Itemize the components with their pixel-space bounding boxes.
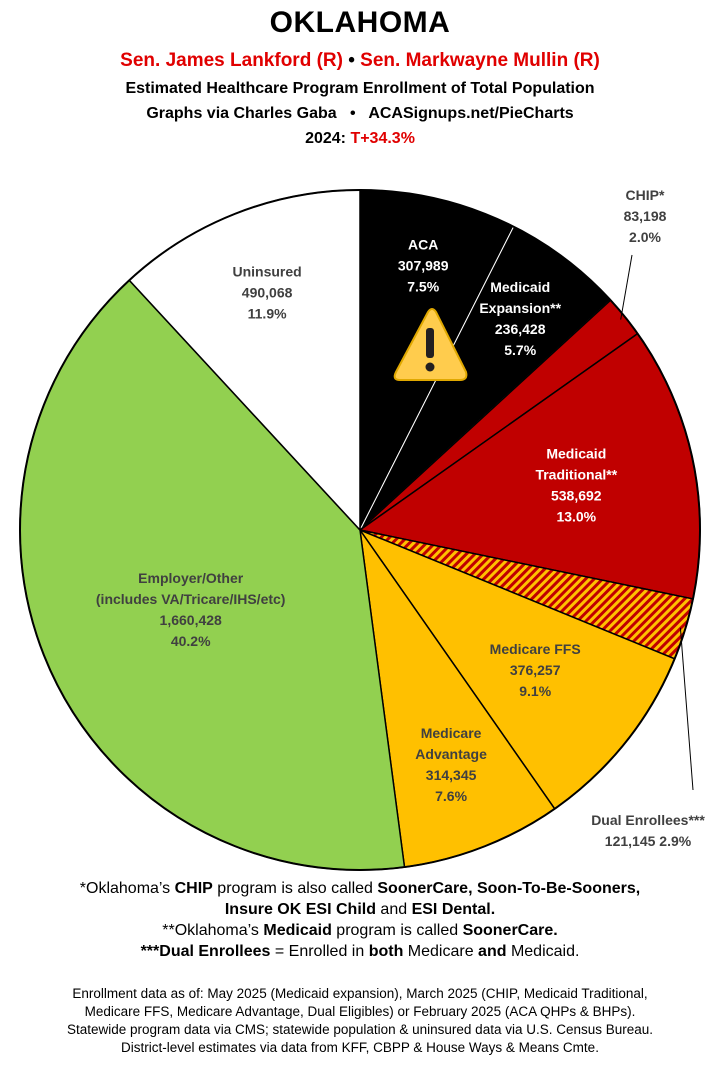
slice-label-medicaid-traditional: Medicaid — [546, 445, 606, 461]
pie-slices — [19, 189, 701, 871]
page-title: OKLAHOMA — [269, 6, 451, 39]
slice-label-medicare-ffs: 376,257 — [510, 662, 561, 678]
slice-label-aca: 7.5% — [407, 278, 439, 294]
margin-label: 2024: — [305, 130, 346, 147]
footnote-text: ESI Dental. — [411, 901, 496, 918]
footnotes: *Oklahoma’s CHIP program is also called … — [0, 878, 720, 962]
source-notes: Enrollment data as of: May 2025 (Medicai… — [0, 985, 720, 1057]
slice-label-dual-enrollees: Dual Enrollees*** — [591, 812, 705, 828]
footnote-text: ***Dual Enrollees — [140, 943, 271, 960]
slice-label-medicaid-traditional: 538,692 — [551, 487, 602, 503]
slice-label-chip: 83,198 — [624, 208, 667, 224]
slice-label-medicare-advantage: 314,345 — [426, 767, 477, 783]
slice-label-medicare-ffs: 9.1% — [519, 683, 551, 699]
footnote-chip: *Oklahoma’s CHIP program is also called … — [0, 878, 720, 899]
slice-label-medicaid-expansion: 236,428 — [495, 321, 546, 337]
slice-label-dual-enrollees: 121,145 2.9% — [605, 833, 692, 849]
footnote-medicaid: **Oklahoma’s Medicaid program is called … — [0, 920, 720, 941]
margin-value: T+34.3% — [350, 130, 415, 147]
slice-label-aca: 307,989 — [398, 257, 449, 273]
chart-credit: Graphs via Charles Gaba • ACASignups.net… — [146, 105, 574, 122]
slice-label-medicare-advantage: Advantage — [415, 746, 487, 762]
slice-label-employer-other-includes-va-tricare-ihs-etc: Employer/Other — [138, 570, 244, 586]
footnote-text: Insure OK ESI Child — [224, 901, 376, 918]
chart-subtitle: Estimated Healthcare Program Enrollment … — [125, 80, 595, 97]
footnote-chip-cont: Insure OK ESI Child and ESI Dental. — [0, 899, 720, 920]
slice-label-chip: 2.0% — [629, 229, 661, 245]
footnote-text: Medicaid — [263, 922, 332, 939]
footnote-text: *Oklahoma’s — [79, 880, 175, 897]
source-line: Enrollment data as of: May 2025 (Medicai… — [72, 986, 648, 1001]
slice-label-medicaid-traditional: Traditional** — [535, 466, 617, 482]
election-margin: 2024: T+34.3% — [0, 130, 720, 148]
senators-line: Sen. James Lankford (R) • Sen. Markwayne… — [0, 50, 720, 72]
slice-label-medicare-ffs: Medicare FFS — [490, 641, 581, 657]
slice-label-medicaid-traditional: 13.0% — [556, 508, 596, 524]
senator-separator: • — [348, 50, 355, 71]
pie-labels: ACA 307,989 7.5% Medicaid Expansion** 236,428… — [96, 187, 705, 849]
source-line: Medicare FFS, Medicare Advantage, Dual E… — [84, 1004, 636, 1019]
slice-label-medicaid-expansion: Expansion** — [479, 300, 561, 316]
senator-2: Sen. Markwayne Mullin (R) — [360, 50, 600, 71]
slice-label-medicaid-expansion: 5.7% — [504, 342, 536, 358]
footnote-text: **Oklahoma’s — [162, 922, 264, 939]
footnote-text: and — [375, 901, 412, 918]
footnote-dual: ***Dual Enrollees = Enrolled in both Med… — [0, 941, 720, 962]
slice-label-uninsured: 490,068 — [242, 285, 293, 301]
slice-label-employer-other-includes-va-tricare-ihs-etc: 40.2% — [171, 633, 211, 649]
callout-line — [679, 627, 694, 791]
slice-label-aca: ACA — [408, 236, 438, 252]
footnote-text: Medicare — [403, 943, 479, 960]
footnote-text: CHIP — [174, 880, 213, 897]
footnote-text: both — [368, 943, 404, 960]
footnote-text: SoonerCare. — [462, 922, 558, 939]
senator-1: Sen. James Lankford (R) — [120, 50, 343, 71]
warning-exclamation-bar — [426, 328, 434, 358]
slice-label-employer-other-includes-va-tricare-ihs-etc: (includes VA/Tricare/IHS/etc) — [96, 591, 286, 607]
slice-label-chip: CHIP* — [626, 187, 665, 203]
footnote-text: program is also called — [212, 880, 378, 897]
slice-label-medicare-advantage: 7.6% — [435, 788, 467, 804]
footnote-text: program is called — [331, 922, 463, 939]
warning-icon — [393, 308, 468, 381]
warning-exclamation-dot — [425, 362, 435, 372]
footnote-text: SoonerCare, Soon-To-Be-Sooners, — [377, 880, 641, 897]
footnote-text: = Enrolled in — [270, 943, 369, 960]
footnote-text: Medicaid. — [506, 943, 580, 960]
slice-label-uninsured: 11.9% — [248, 306, 287, 322]
slice-label-medicare-advantage: Medicare — [421, 725, 482, 741]
callout-line — [620, 254, 633, 320]
slice-label-employer-other-includes-va-tricare-ihs-etc: 1,660,428 — [160, 612, 222, 628]
pie-outline — [19, 189, 701, 871]
slice-label-uninsured: Uninsured — [232, 264, 301, 280]
slice-label-medicaid-expansion: Medicaid — [490, 279, 550, 295]
footnote-text: and — [478, 943, 507, 960]
source-line: District-level estimates via data from K… — [121, 1040, 599, 1055]
source-line: Statewide program data via CMS; statewid… — [66, 1022, 654, 1037]
